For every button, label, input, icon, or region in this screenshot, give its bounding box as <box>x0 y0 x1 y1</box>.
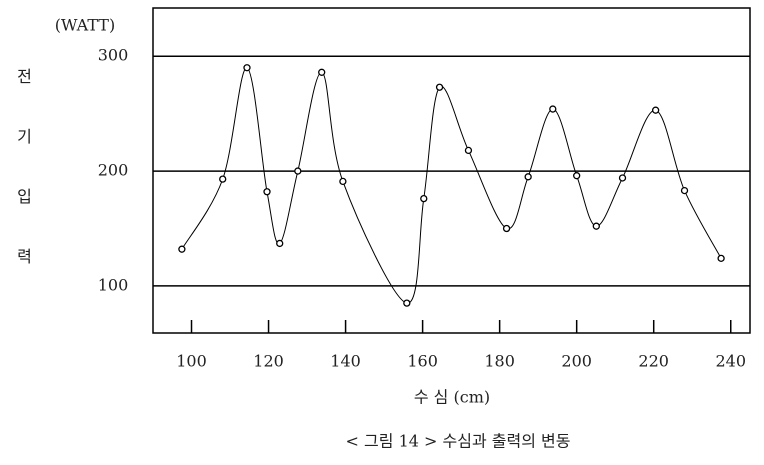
x-tick-label: 220 <box>638 352 669 371</box>
data-point <box>618 174 627 182</box>
data-point <box>464 146 473 155</box>
data-point <box>403 299 411 307</box>
data-point <box>524 173 532 181</box>
data-point <box>339 177 347 186</box>
data-point <box>219 175 227 183</box>
caption: < 그림 14 > 수심과 출력의 변동 <box>346 432 571 451</box>
x-tick-label: 100 <box>176 352 207 371</box>
y-unit: (WATT) <box>55 16 115 35</box>
x-tick-label: 140 <box>330 352 361 371</box>
data-point <box>263 188 271 196</box>
x-tick-label: 180 <box>484 352 515 371</box>
data-point <box>294 167 302 175</box>
data-line <box>181 67 722 304</box>
data-point <box>276 239 284 248</box>
y-tick-label: 300 <box>98 46 129 65</box>
data-point <box>717 254 725 263</box>
data-point <box>549 105 557 113</box>
x-tick-label: 240 <box>715 352 746 371</box>
data-point <box>178 245 186 253</box>
data-point <box>435 83 444 91</box>
data-point <box>420 194 428 203</box>
x-tick-label: 160 <box>407 352 438 371</box>
x-tick-label: 120 <box>253 352 284 371</box>
y-tick-label: 100 <box>98 275 129 294</box>
data-point <box>651 106 660 114</box>
y-tick-label: 200 <box>98 161 129 180</box>
x-axis-label: 수 심 (cm) <box>414 388 490 407</box>
data-point <box>243 64 251 72</box>
data-point <box>680 186 689 195</box>
data-point <box>318 68 326 76</box>
y-axis-label: 전기입력 <box>14 68 33 308</box>
x-tick-label: 200 <box>561 352 592 371</box>
data-point <box>592 222 600 230</box>
data-point <box>502 224 511 233</box>
data-point <box>573 172 581 180</box>
